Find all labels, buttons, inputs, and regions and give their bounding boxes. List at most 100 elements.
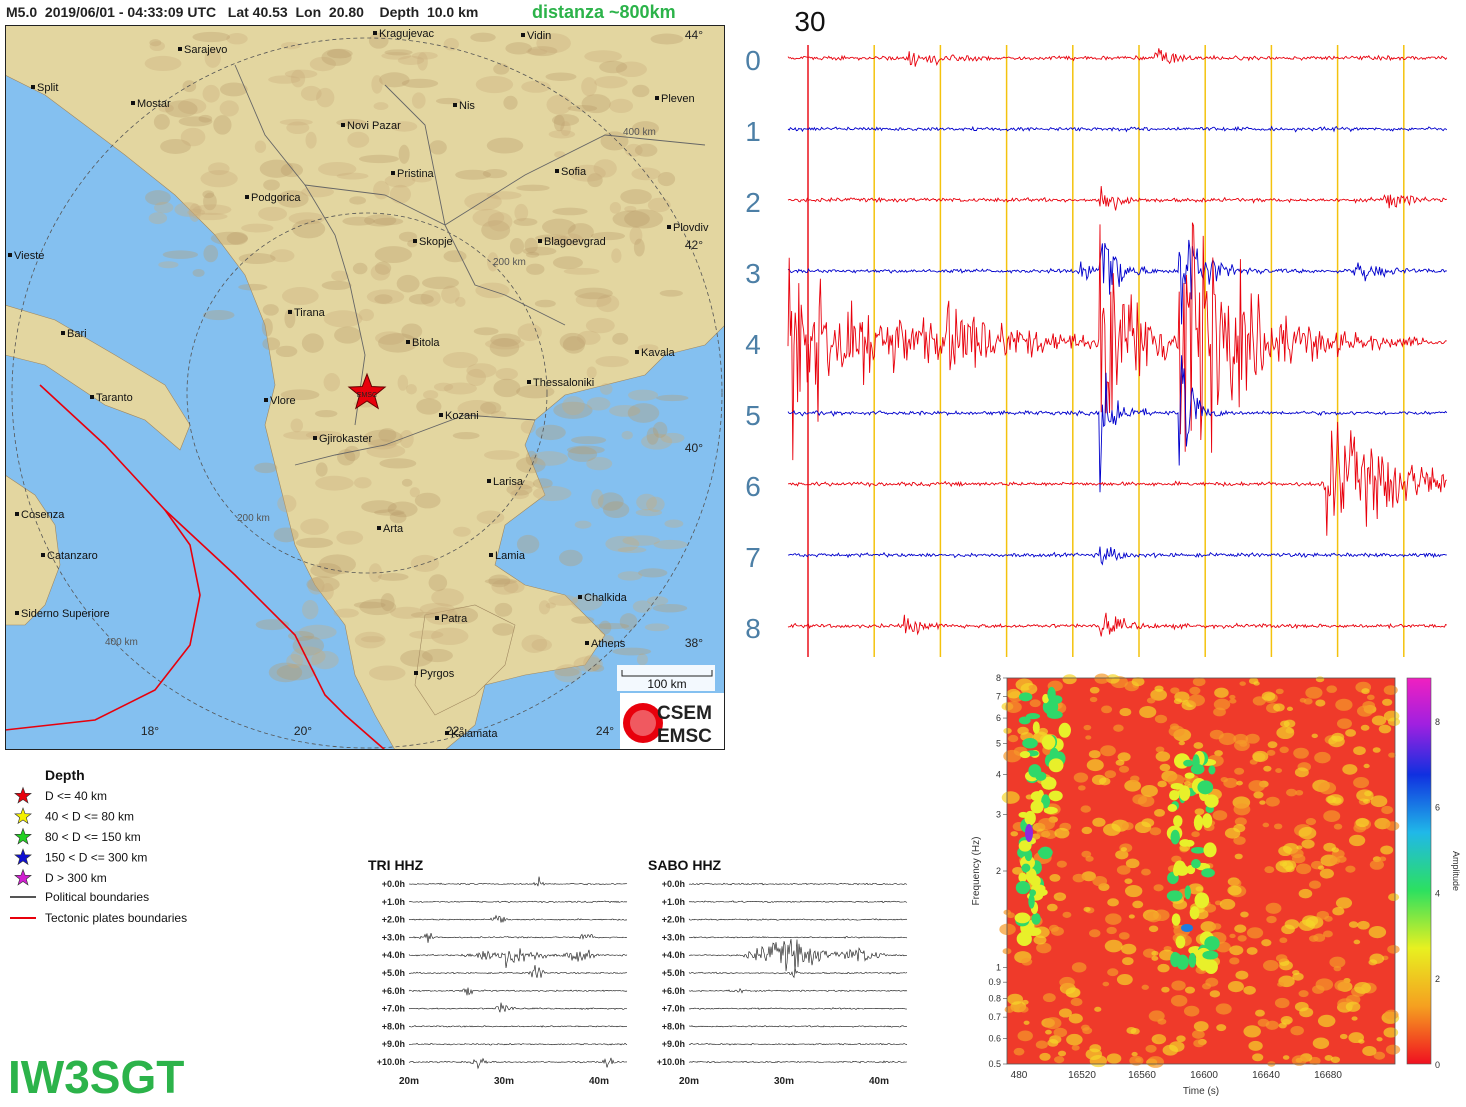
relief-patch bbox=[584, 50, 623, 63]
relief-patch bbox=[410, 611, 440, 619]
relief-patch bbox=[203, 192, 217, 211]
relief-patch bbox=[263, 179, 280, 191]
spectral-blob bbox=[1314, 751, 1331, 764]
city-label: Pristina bbox=[397, 168, 435, 180]
relief-patch bbox=[526, 48, 548, 56]
relief-patch bbox=[488, 574, 511, 588]
city-marker bbox=[61, 331, 65, 335]
spectral-blob bbox=[1246, 927, 1264, 939]
spectral-blob bbox=[1001, 791, 1020, 804]
relief-patch bbox=[359, 598, 397, 616]
spectral-blob bbox=[1201, 983, 1212, 990]
hour-label: +5.0h bbox=[382, 968, 405, 978]
lon-label: 18° bbox=[141, 724, 159, 738]
relief-patch bbox=[425, 607, 459, 625]
spectral-blob bbox=[1313, 933, 1326, 942]
spectral-blob bbox=[1128, 914, 1135, 919]
relief-patch bbox=[401, 78, 439, 88]
relief-patch bbox=[550, 234, 572, 247]
relief-patch bbox=[466, 368, 487, 387]
spectral-blob bbox=[1294, 767, 1309, 778]
spectral-blob bbox=[1116, 865, 1131, 875]
relief-patch bbox=[571, 616, 595, 624]
city-label: Chalkida bbox=[584, 592, 628, 604]
spectral-blob bbox=[1348, 921, 1359, 928]
spectral-blob bbox=[1159, 763, 1171, 772]
spectral-blob bbox=[1322, 930, 1333, 938]
relief-patch bbox=[280, 389, 320, 401]
relief-patch bbox=[226, 33, 248, 45]
spectral-peak bbox=[1051, 695, 1063, 704]
relief-patch bbox=[321, 582, 334, 600]
spectral-blob bbox=[1157, 780, 1167, 788]
relief-patch bbox=[620, 189, 652, 205]
relief-patch bbox=[534, 299, 556, 308]
relief-patch bbox=[315, 462, 328, 477]
x-tick-label: 30m bbox=[494, 1076, 514, 1087]
spectral-blob bbox=[1105, 913, 1122, 925]
range-label: 200 km bbox=[493, 257, 526, 268]
relief-patch bbox=[268, 75, 301, 84]
relief-patch bbox=[517, 323, 542, 342]
y-tick-label: 0.7 bbox=[988, 1012, 1001, 1022]
relief-patch bbox=[609, 404, 641, 417]
relief-patch bbox=[188, 203, 201, 222]
spectral-blob bbox=[1007, 734, 1019, 743]
city-marker bbox=[178, 47, 182, 51]
spectral-blob bbox=[1178, 740, 1186, 746]
spectral-blob bbox=[1118, 932, 1130, 940]
colorbar-tick-label: 0 bbox=[1435, 1060, 1440, 1070]
relief-patch bbox=[378, 428, 397, 442]
legend-label: 80 < D <= 150 km bbox=[45, 830, 141, 844]
relief-patch bbox=[192, 204, 232, 216]
spectral-peak bbox=[1204, 794, 1219, 808]
relief-patch bbox=[373, 217, 404, 226]
spectral-blob bbox=[1049, 1035, 1062, 1044]
spectral-blob bbox=[1142, 948, 1157, 958]
spectral-blob bbox=[1121, 943, 1137, 955]
spectral-peak bbox=[1176, 954, 1189, 970]
spectral-peak bbox=[1179, 785, 1191, 801]
scale-label: 100 km bbox=[647, 677, 686, 691]
relief-patch bbox=[408, 293, 434, 305]
city-label: Plovdiv bbox=[673, 222, 709, 234]
helicorder-trace bbox=[408, 948, 628, 969]
spectral-blob bbox=[1234, 924, 1247, 933]
relief-patch bbox=[575, 292, 612, 308]
spectral-blob bbox=[1192, 677, 1206, 687]
spectral-blob bbox=[1081, 871, 1096, 882]
seismic-trace-7 bbox=[787, 546, 1447, 566]
relief-patch bbox=[531, 638, 552, 652]
spectral-blob bbox=[1130, 775, 1140, 783]
spectral-blob bbox=[1134, 821, 1152, 833]
relief-patch bbox=[590, 231, 626, 241]
legend-label: 150 < D <= 300 km bbox=[45, 851, 147, 865]
y-tick-label: 0.9 bbox=[988, 977, 1001, 987]
relief-patch bbox=[551, 114, 580, 127]
spectral-blob bbox=[1006, 688, 1021, 699]
spectral-blob bbox=[1317, 1014, 1336, 1028]
spectral-blob bbox=[1169, 1041, 1185, 1052]
relief-patch bbox=[633, 238, 645, 257]
relief-patch bbox=[567, 105, 598, 112]
spectral-peak bbox=[1058, 722, 1071, 738]
hour-label: +6.0h bbox=[662, 986, 685, 996]
spectral-peak bbox=[1202, 813, 1213, 828]
spectral-blob bbox=[1273, 703, 1285, 712]
relief-patch bbox=[560, 121, 571, 137]
relief-patch bbox=[595, 355, 629, 368]
relief-patch bbox=[484, 338, 525, 350]
spectral-peak bbox=[1018, 811, 1029, 818]
spectral-blob bbox=[1058, 1008, 1072, 1018]
spectral-blob bbox=[1274, 997, 1290, 1009]
spectral-peak bbox=[1179, 839, 1191, 847]
relief-patch bbox=[431, 588, 464, 607]
colorbar-tick-label: 2 bbox=[1435, 974, 1440, 984]
relief-patch bbox=[433, 382, 454, 392]
spectral-blob bbox=[1236, 780, 1243, 786]
row-label: 7 bbox=[745, 542, 761, 573]
relief-patch bbox=[445, 606, 479, 624]
relief-patch bbox=[601, 635, 614, 644]
spectral-blob bbox=[1017, 726, 1029, 735]
relief-patch bbox=[443, 250, 467, 263]
